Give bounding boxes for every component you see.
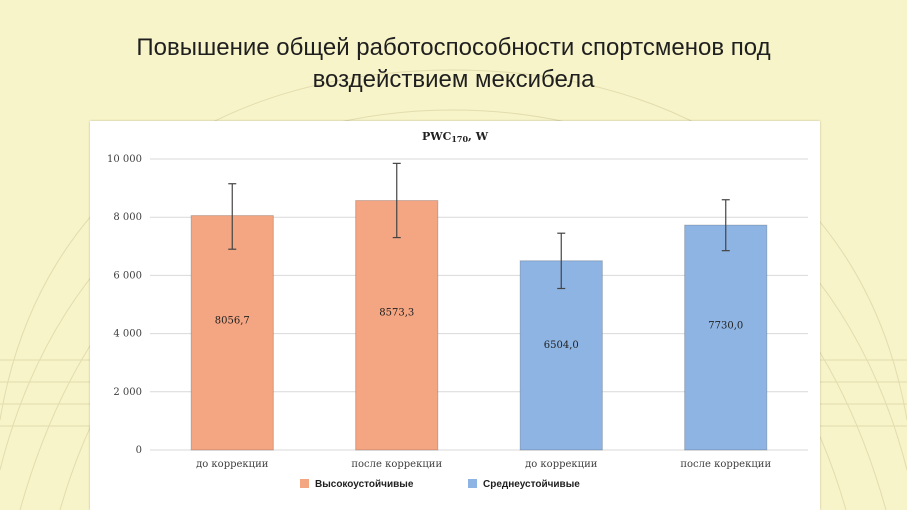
bar xyxy=(684,224,768,451)
data-label: 8056,7 xyxy=(215,315,250,326)
legend-swatch xyxy=(468,479,477,488)
x-tick-label: до коррекции xyxy=(196,459,269,470)
data-label: 6504,0 xyxy=(544,340,579,351)
chart-title-subscript: 170 xyxy=(451,134,468,144)
bar xyxy=(519,260,603,451)
chart-title: PWC170, W xyxy=(422,130,489,144)
legend-label: Среднеустойчивые xyxy=(483,479,580,490)
bars xyxy=(190,200,768,451)
y-tick-label: 4 000 xyxy=(113,329,142,340)
bar xyxy=(190,215,274,451)
bar xyxy=(355,200,439,451)
legend-label: Высокоустойчивые xyxy=(315,479,414,490)
data-labels: 8056,7 8573,3 6504,0 7730,0 xyxy=(215,307,744,351)
slide-title-line-2: воздействием мексибела xyxy=(312,66,595,93)
legend-swatch xyxy=(300,479,309,488)
slide-title: Повышение общей работоспособности спортс… xyxy=(40,32,867,96)
error-bars xyxy=(228,162,730,290)
y-axis-ticks: 0 2 000 4 000 6 000 8 000 10 000 xyxy=(107,154,142,456)
bar-chart: PWC170, W 0 2 000 4 000 6 000 8 000 10 000 80… xyxy=(107,130,808,490)
x-tick-label: после коррекции xyxy=(680,459,771,470)
chart-panel: PWC170, W 0 2 000 4 000 6 000 8 000 10 000 80… xyxy=(90,121,820,510)
data-label: 8573,3 xyxy=(379,307,414,318)
y-tick-label: 6 000 xyxy=(113,270,142,281)
slide-title-line-1: Повышение общей работоспособности спортс… xyxy=(136,34,771,61)
x-axis-labels: до коррекции после коррекции до коррекции п… xyxy=(196,459,771,470)
y-tick-label: 10 000 xyxy=(107,154,142,165)
legend: Высокоустойчивые Среднеустойчивые xyxy=(300,479,580,490)
x-tick-label: после коррекции xyxy=(351,459,442,470)
y-tick-label: 2 000 xyxy=(113,387,142,398)
chart-title-unit: , W xyxy=(468,130,489,143)
chart-title-main: PWC xyxy=(422,130,452,143)
data-label: 7730,0 xyxy=(708,321,743,332)
x-tick-label: до коррекции xyxy=(525,459,598,470)
y-tick-label: 0 xyxy=(136,445,142,456)
y-tick-label: 8 000 xyxy=(113,212,142,223)
